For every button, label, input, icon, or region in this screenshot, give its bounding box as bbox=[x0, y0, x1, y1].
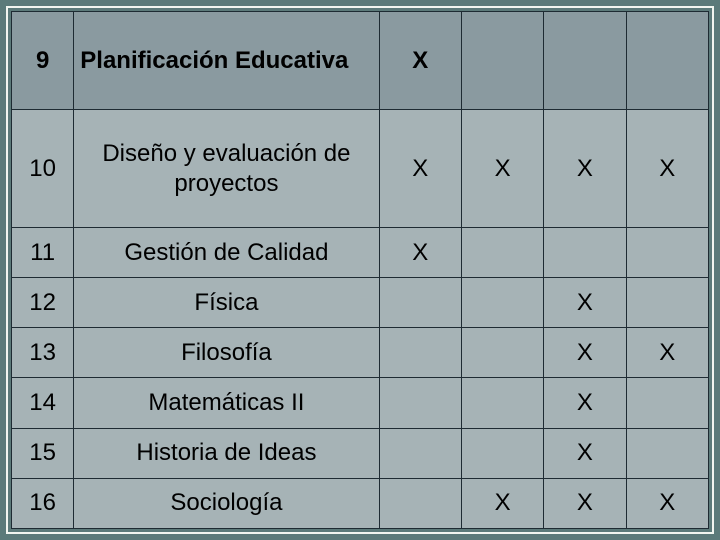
table-row: 9 Planificación Educativa X bbox=[12, 12, 709, 110]
row-title: Sociología bbox=[74, 478, 379, 528]
row-number: 16 bbox=[12, 478, 74, 528]
table-body: 9 Planificación Educativa X 10 Diseño y … bbox=[12, 12, 709, 529]
mark-cell bbox=[461, 428, 543, 478]
mark-cell: X bbox=[379, 110, 461, 228]
mark-cell: X bbox=[544, 378, 626, 428]
table-row: 11 Gestión de Calidad X bbox=[12, 228, 709, 278]
row-title: Diseño y evaluación de proyectos bbox=[74, 110, 379, 228]
mark-cell: X bbox=[544, 278, 626, 328]
mark-cell bbox=[626, 278, 708, 328]
row-number: 12 bbox=[12, 278, 74, 328]
mark-cell: X bbox=[461, 110, 543, 228]
mark-cell bbox=[461, 278, 543, 328]
mark-cell bbox=[379, 428, 461, 478]
mark-cell: X bbox=[626, 328, 708, 378]
mark-cell bbox=[461, 228, 543, 278]
table-container: 9 Planificación Educativa X 10 Diseño y … bbox=[11, 11, 709, 529]
row-title: Filosofía bbox=[74, 328, 379, 378]
inner-frame: 9 Planificación Educativa X 10 Diseño y … bbox=[6, 6, 714, 534]
table-row: 14 Matemáticas II X bbox=[12, 378, 709, 428]
curriculum-table: 9 Planificación Educativa X 10 Diseño y … bbox=[11, 11, 709, 529]
mark-cell bbox=[626, 228, 708, 278]
mark-cell bbox=[626, 428, 708, 478]
mark-cell: X bbox=[544, 428, 626, 478]
row-number: 13 bbox=[12, 328, 74, 378]
mark-cell bbox=[379, 478, 461, 528]
mark-cell: X bbox=[461, 478, 543, 528]
mark-cell: X bbox=[544, 328, 626, 378]
row-title: Gestión de Calidad bbox=[74, 228, 379, 278]
mark-cell bbox=[379, 378, 461, 428]
row-title: Historia de Ideas bbox=[74, 428, 379, 478]
table-row: 15 Historia de Ideas X bbox=[12, 428, 709, 478]
row-number: 15 bbox=[12, 428, 74, 478]
mark-cell: X bbox=[379, 228, 461, 278]
mark-cell bbox=[461, 12, 543, 110]
mark-cell: X bbox=[626, 110, 708, 228]
mark-cell bbox=[544, 12, 626, 110]
row-number: 9 bbox=[12, 12, 74, 110]
row-number: 14 bbox=[12, 378, 74, 428]
mark-cell bbox=[626, 12, 708, 110]
row-title: Física bbox=[74, 278, 379, 328]
outer-frame: 9 Planificación Educativa X 10 Diseño y … bbox=[0, 0, 720, 540]
mark-cell bbox=[461, 378, 543, 428]
table-row: 12 Física X bbox=[12, 278, 709, 328]
mark-cell bbox=[626, 378, 708, 428]
mark-cell: X bbox=[379, 12, 461, 110]
mark-cell bbox=[544, 228, 626, 278]
row-number: 11 bbox=[12, 228, 74, 278]
mark-cell bbox=[379, 328, 461, 378]
mark-cell bbox=[461, 328, 543, 378]
mark-cell: X bbox=[544, 110, 626, 228]
mark-cell: X bbox=[544, 478, 626, 528]
table-row: 10 Diseño y evaluación de proyectos X X … bbox=[12, 110, 709, 228]
table-row: 16 Sociología X X X bbox=[12, 478, 709, 528]
row-title: Planificación Educativa bbox=[74, 12, 379, 110]
table-row: 13 Filosofía X X bbox=[12, 328, 709, 378]
mark-cell bbox=[379, 278, 461, 328]
row-title: Matemáticas II bbox=[74, 378, 379, 428]
mark-cell: X bbox=[626, 478, 708, 528]
row-number: 10 bbox=[12, 110, 74, 228]
